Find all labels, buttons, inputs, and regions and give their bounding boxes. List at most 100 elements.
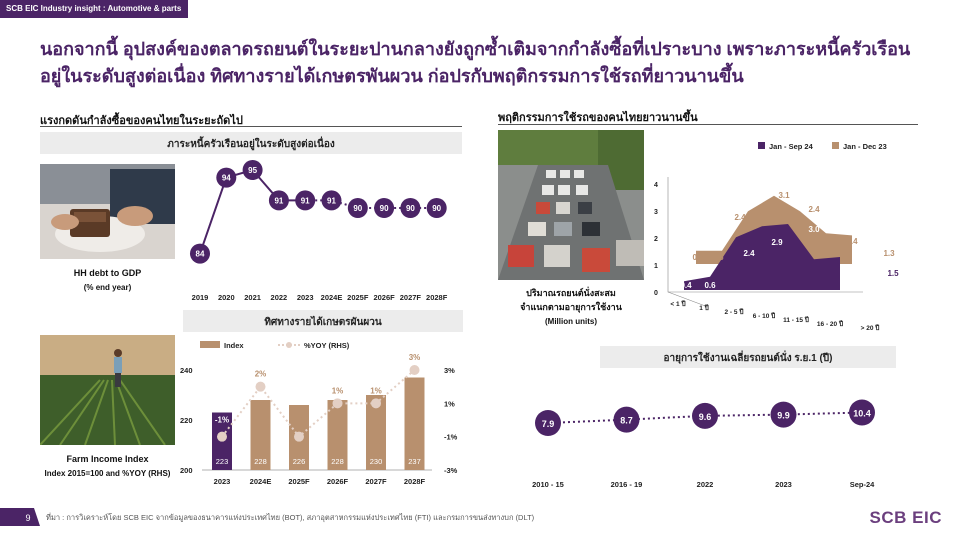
farm-subhead: ทิศทางรายได้เกษตรผันผวน (183, 310, 463, 332)
age-point (770, 401, 797, 428)
debt-year-label: 2027F (400, 293, 422, 302)
stock-category-label: 2 - 5 ปี (725, 308, 744, 316)
right-section-title: พฤติกรรมการใช้รถของคนไทยยาวนานขึ้น (498, 112, 698, 124)
debt-year-label: 2025F (347, 293, 369, 302)
farm-year-label: 2024E (250, 477, 272, 486)
age-category-label: 2023 (775, 480, 792, 489)
farm-yoy-label: 3% (409, 353, 421, 362)
stock-sep24-label: 1.5 (887, 269, 899, 278)
source-note: ที่มา : การวิเคราะห์โดย SCB EIC จากข้อมู… (46, 513, 535, 522)
age-value-label: 8.7 (620, 416, 633, 426)
car-stock-caption-1: ปริมาณรถยนต์นั่งสะสม (526, 288, 616, 298)
debt-value-label: 94 (222, 174, 231, 183)
stock-dec23-label: 2.4 (808, 205, 820, 214)
headline-line-2: อยู่ในระดับสูงต่อเนื่อง ทิศทางรายได้เกษต… (40, 66, 744, 86)
age-value-label: 10.4 (853, 409, 871, 419)
farm-index-value-label: 223 (216, 457, 229, 466)
farm-left-tick: 240 (180, 366, 193, 375)
legend-sep24-label: Jan - Sep 24 (769, 142, 814, 151)
stock-sep24-label: 0.6 (704, 281, 716, 290)
debt-year-label: 2023 (297, 293, 314, 302)
farm-yoy-point (255, 381, 266, 392)
left-section-title: แรงกดดันกำลังซื้อของคนไทยในระยะถัดไป (40, 115, 243, 127)
stock-dec23-label: 0.6 (712, 253, 724, 262)
farm-year-label: 2025F (288, 477, 310, 486)
stock-dec23-label: 1.4 (846, 237, 858, 246)
age-point (535, 410, 561, 436)
legend-dec23-label: Jan - Dec 23 (843, 142, 887, 151)
legend-index-swatch (200, 341, 220, 348)
debt-value-label: 84 (196, 250, 205, 259)
age-category-label: 2010 - 15 (532, 480, 564, 489)
wallet-photo (40, 164, 175, 259)
stock-y-tick: 3 (654, 209, 658, 216)
farm-index-value-label: 237 (408, 457, 421, 466)
debt-caption-title: HH debt to GDP (73, 268, 142, 278)
debt-value-label: 90 (353, 204, 362, 213)
debt-point (321, 190, 342, 211)
farm-right-tick: -3% (444, 466, 458, 475)
farm-yoy-label: -1% (215, 416, 229, 425)
farm-index-bar (250, 400, 271, 470)
farm-index-value-label: 228 (331, 457, 344, 466)
age-value-label: 9.6 (699, 412, 712, 422)
stock-depth-axis (667, 291, 709, 308)
legend-yoy-label: %YOY (RHS) (304, 341, 350, 350)
farm-caption-title: Farm Income Index (66, 454, 149, 464)
stock-dec23-label: 0.6 (692, 253, 704, 262)
age-value-label: 9.9 (777, 411, 790, 421)
stock-category-label: > 20 ปี (861, 324, 880, 332)
stock-category-label: 16 - 20 ปี (817, 320, 843, 328)
legend-dec23-swatch (832, 142, 839, 149)
stock-y-tick: 0 (654, 290, 658, 297)
farm-right-tick: 1% (444, 399, 455, 408)
debt-value-label: 90 (432, 204, 441, 213)
farm-yoy-point (294, 431, 304, 442)
debt-caption: HH debt to GDP (% end year) (40, 266, 175, 295)
age-point (692, 402, 718, 429)
farm-index-bar (327, 400, 348, 470)
debt-year-label: 2024E (321, 293, 343, 302)
right-section-divider (498, 124, 918, 125)
debt-value-label: 95 (248, 166, 257, 175)
debt-year-label: 2020 (218, 293, 235, 302)
stock-category-label: 11 - 15 ปี (783, 316, 809, 324)
debt-point (295, 190, 316, 211)
hh-debt-chart: 84 2019 94 2020 95 2021 91 2022 91 2023 91 2024E 90 2… (190, 160, 448, 302)
debt-subhead: ภาระหนี้ครัวเรือนอยู่ในระดับสูงต่อเนื่อง (40, 132, 462, 154)
age-line (547, 411, 863, 424)
car-stock-caption-sub: (Million units) (545, 317, 597, 326)
debt-point (426, 198, 447, 218)
legend-index-label: Index (224, 341, 244, 350)
debt-year-label: 2021 (244, 293, 261, 302)
car-age-subhead: อายุการใช้งานเฉลี่ยรถยนต์นั่ง ร.ย.1 (ปี) (600, 346, 896, 368)
farm-right-tick: -1% (444, 433, 458, 442)
farm-yoy-point (217, 431, 227, 442)
farm-year-label: 2027F (365, 477, 387, 486)
debt-point (347, 198, 368, 218)
page-number: 9 (25, 513, 30, 523)
debt-point (374, 198, 395, 218)
stock-dec23-label: 1.3 (883, 249, 895, 258)
debt-point (190, 243, 210, 264)
scb-eic-logo: SCB EIC (869, 508, 942, 527)
farm-yoy-label: 2% (255, 370, 267, 379)
debt-value-label: 90 (380, 204, 389, 213)
debt-value-label: 91 (301, 196, 310, 205)
age-point (849, 399, 875, 426)
debt-line-actual (199, 168, 306, 254)
traffic-photo (498, 130, 644, 280)
farm-yoy-line (221, 369, 416, 439)
farmer-photo (40, 335, 175, 445)
car-stock-caption-2: จำแนกตามอายุการใช้งาน (520, 302, 622, 312)
page-number-badge: 9 (0, 508, 40, 526)
debt-year-label: 2028F (426, 293, 448, 302)
age-category-label: 2016 - 19 (611, 480, 643, 489)
headline-line-1: นอกจากนี้ อุปสงค์ของตลาดรถยนต์ในระยะปานก… (40, 39, 911, 59)
debt-value-label: 91 (327, 196, 336, 205)
stock-y-tick: 4 (654, 182, 658, 189)
farm-income-chart: Index %YOY (RHS) 240 220 200 3% 1% -1% -3% 223 202… (180, 341, 458, 486)
age-value-label: 7.9 (542, 419, 555, 429)
legend-yoy-dot (286, 342, 292, 348)
stock-y-tick: 1 (654, 263, 658, 270)
